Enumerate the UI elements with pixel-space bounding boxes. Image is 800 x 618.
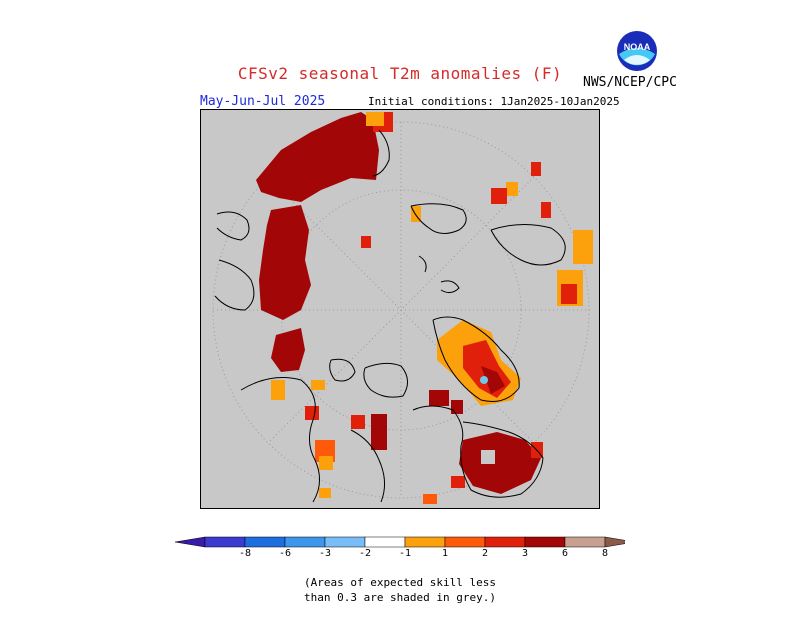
map-title: CFSv2 seasonal T2m anomalies (F): [237, 64, 563, 83]
colorbar-arrow-low: [174, 536, 206, 548]
anomaly-region-siberia: [256, 112, 379, 372]
colorbar-arrow-high: [604, 536, 636, 548]
colorbar-segment: [324, 536, 366, 548]
colorbar-tick-label: -8: [238, 548, 252, 559]
colorbar-segment: [524, 536, 566, 548]
colorbar-tick-label: 1: [441, 548, 449, 559]
noaa-logo: NOAA: [616, 30, 658, 72]
colorbar-tick-label: -2: [358, 548, 372, 559]
period-label: May-Jun-Jul 2025: [200, 94, 326, 109]
anomaly-region-europe: [423, 390, 543, 504]
colorbar-segment: [484, 536, 526, 548]
colorbar-segment: [244, 536, 286, 548]
colorbar-svg: [174, 536, 636, 548]
polar-map-svg: [212, 112, 593, 504]
colorbar-segment: [204, 536, 246, 548]
anomaly-region-orange-top: [311, 112, 593, 390]
skill-note-line1: (Areas of expected skill less: [303, 576, 497, 589]
colorbar-tick-label: 3: [521, 548, 529, 559]
anomaly-region-greenland: [437, 320, 521, 406]
anomaly-region-north-america: [271, 380, 387, 498]
meridian-line: [267, 176, 535, 444]
colorbar-tick-label: 8: [601, 548, 609, 559]
colorbar-segment: [404, 536, 446, 548]
colorbar-segment: [284, 536, 326, 548]
noaa-logo-text: NOAA: [624, 42, 651, 52]
polar-map: [200, 109, 600, 509]
colorbar-tick-label: 2: [481, 548, 489, 559]
colorbar-tick-label: -6: [278, 548, 292, 559]
colorbar-segment: [364, 536, 406, 548]
agency-label: NWS/NCEP/CPC: [583, 75, 677, 90]
map-boundary-circle: [212, 121, 590, 499]
colorbar-tick-label: 6: [561, 548, 569, 559]
colorbar-segment: [444, 536, 486, 548]
colorbar-segment: [564, 536, 606, 548]
colorbar: [174, 535, 636, 554]
initial-conditions-label: Initial conditions: 1Jan2025-10Jan2025: [368, 95, 620, 108]
colorbar-tick-label: -3: [318, 548, 332, 559]
anomaly-region-red-east: [491, 162, 577, 304]
colorbar-tick-label: -1: [398, 548, 412, 559]
skill-note-line2: than 0.3 are shaded in grey.): [303, 591, 497, 604]
coastlines: [214, 129, 566, 503]
